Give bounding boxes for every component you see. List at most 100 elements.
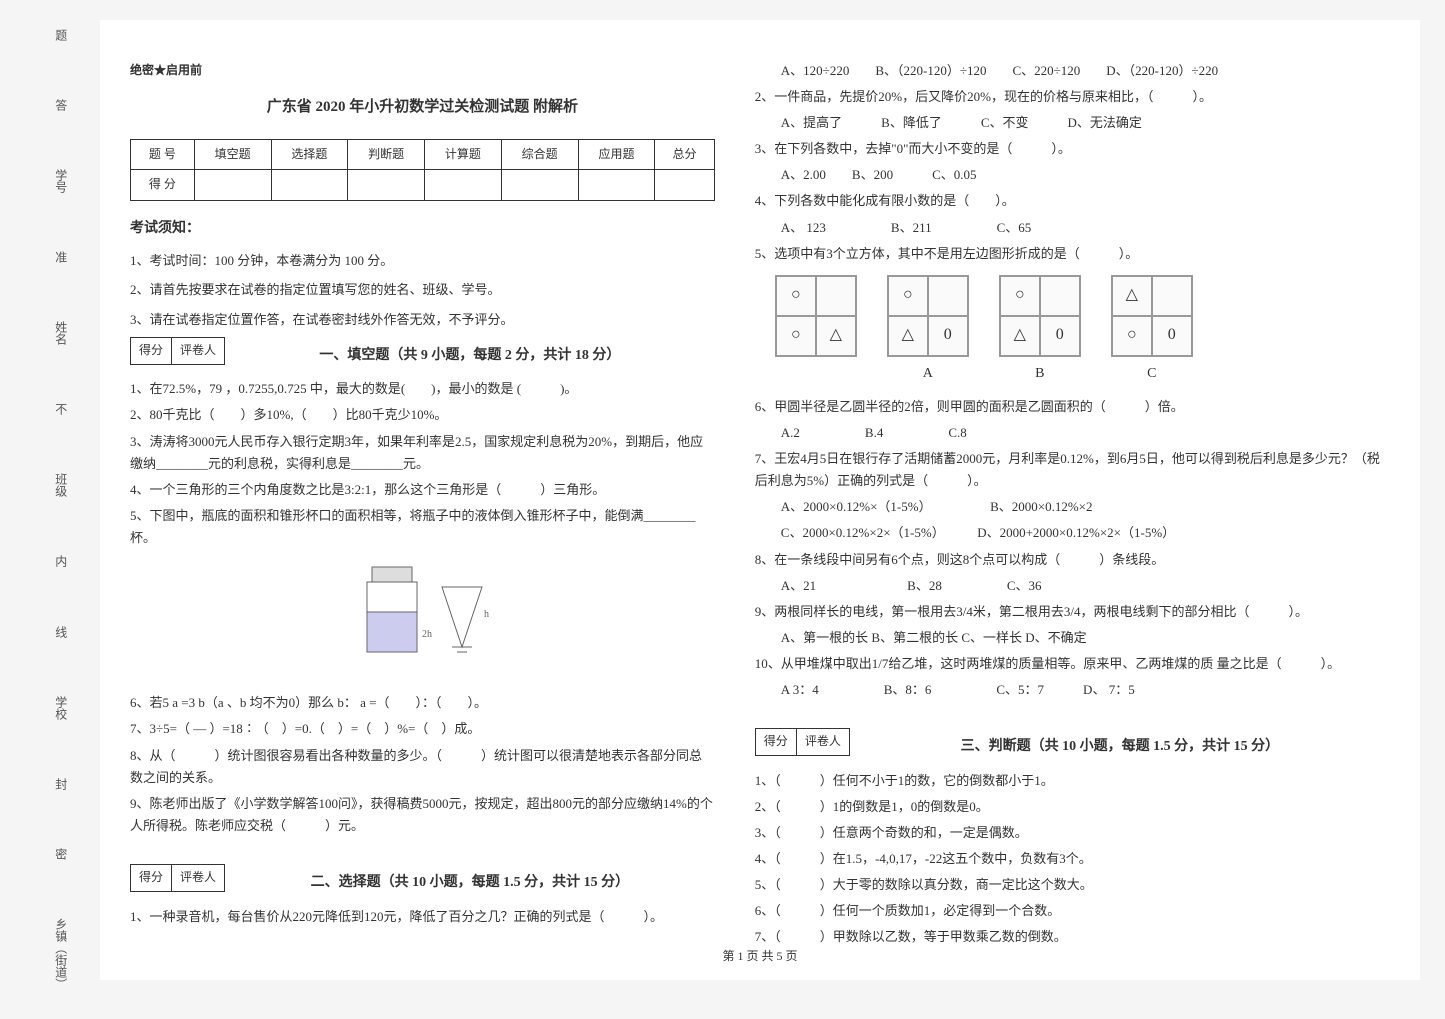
cube-face: ○ [776,276,816,316]
score-box: 得分评卷人 [755,728,850,756]
score-cell: 得分 [131,338,172,364]
cube-label-a: A [923,361,933,386]
cube-face [1152,276,1192,316]
cube-face: 0 [1152,316,1192,356]
cube-face: ○ [1112,316,1152,356]
score-cell: 得分 [131,865,172,891]
grader-cell: 评卷人 [172,865,224,891]
q2-6-opts: A.2 B.4 C.8 [755,422,1390,444]
q2-10-opts: A 3：4 B、8：6 C、5：7 D、 7：5 [755,679,1390,701]
q2-5: 5、选项中有3个立方体，其中不是用左边图形折成的是（ ）。 [755,243,1390,265]
q2-1-opts: A、120÷220 B、（220-120）÷120 C、220÷120 D、（2… [755,60,1390,82]
cube-option-c: △ ○ 0 C [1111,275,1193,386]
table-header: 判断题 [348,139,425,170]
q2-7-opts-b: C、2000×0.12%×2×（1-5%） D、2000+2000×0.12%×… [755,522,1390,544]
q2-2-opts: A、提高了 B、降低了 C、不变 D、无法确定 [755,112,1390,134]
cube-face: ○ [776,316,816,356]
notice-title: 考试须知： [130,216,715,241]
table-row-label: 得 分 [131,170,195,201]
table-header: 总分 [655,139,714,170]
cube-face: △ [1000,316,1040,356]
cube-unfold: ○ ○ △ [775,275,857,386]
cube-face [928,276,968,316]
table-header: 题 号 [131,139,195,170]
sidebar-label: 不 [49,395,71,423]
table-header: 综合题 [501,139,578,170]
q3-7: 7、（ ）甲数除以乙数，等于甲数乘乙数的倒数。 [755,926,1390,948]
q2-6: 6、甲圆半径是乙圆半径的2倍，则甲圆的面积是乙圆面积的（ ）倍。 [755,396,1390,418]
q1-7: 7、3÷5=（ — ）=18∶（ ）=0.（ ）=（ ）%=（ ）成。 [130,718,715,740]
q2-4-opts: A、 123 B、211 C、65 [755,217,1390,239]
q1-8: 8、从（ ）统计图很容易看出各种数量的多少。（ ）统计图可以很清楚地表示各部分同… [130,745,715,789]
notice-item: 2、请首先按要求在试卷的指定位置填写您的姓名、班级、学号。 [130,278,715,301]
cube-label-c: C [1147,361,1156,386]
grader-cell: 评卷人 [172,338,224,364]
q2-9: 9、两根同样长的电线，第一根用去3/4米，第二根用去3/4，两根电线剩下的部分相… [755,601,1390,623]
q2-8-opts: A、21 B、28 C、36 [755,575,1390,597]
section2-title: 二、选择题（共 10 小题，每题 1.5 分，共计 15 分） [225,870,715,895]
grader-cell: 评卷人 [797,729,849,755]
q1-5: 5、下图中，瓶底的面积和锥形杯口的面积相等，将瓶子中的液体倒入锥形杯子中，能倒满… [130,505,715,549]
page-number: 第 1 页 共 5 页 [722,946,797,968]
bottle-figure: 2h h [130,557,715,684]
q3-3: 3、（ ）任意两个奇数的和，一定是偶数。 [755,822,1390,844]
table-header: 应用题 [578,139,655,170]
sidebar-label: 准 [49,243,71,271]
q3-4: 4、（ ）在1.5，-4,0,17，-22这五个数中，负数有3个。 [755,848,1390,870]
q1-1: 1、在72.5%，79 ，0.7255,0.725 中，最大的数是( )，最小的… [130,378,715,400]
q2-2: 2、一件商品，先提价20%，后又降价20%，现在的价格与原来相比，（ ）。 [755,86,1390,108]
q2-7-opts-a: A、2000×0.12%×（1-5%） B、2000×0.12%×2 [755,496,1390,518]
q2-4: 4、下列各数中能化成有限小数的是（ ）。 [755,190,1390,212]
score-cell: 得分 [756,729,797,755]
q1-6: 6、若5 a =3 b（a 、b 均不为0）那么 b： a =（ ）：（ ）。 [130,692,715,714]
cube-option-b: ○ △ 0 B [999,275,1081,386]
cube-face: △ [888,316,928,356]
cube-face: △ [1112,276,1152,316]
table-header: 填空题 [194,139,271,170]
confidential-mark: 绝密★启用前 [130,60,715,82]
sidebar-label: 封 [49,770,71,798]
q2-3-opts: A、2.00 B、200 C、0.05 [755,164,1390,186]
q2-8: 8、在一条线段中间另有6个点，则这8个点可以构成（ ）条线段。 [755,549,1390,571]
cube-face: ○ [888,276,928,316]
cube-face: 0 [1040,316,1080,356]
q2-3: 3、在下列各数中，去掉"0"而大小不变的是（ ）。 [755,138,1390,160]
sidebar-label: 姓名 [49,313,71,353]
binding-sidebar: 题 答 学号 准 姓名 不 班级 内 线 学校 封 密 乡镇（街道） [20,0,100,1019]
sidebar-label: 答 [49,91,71,119]
cube-figure-row: ○ ○ △ ○ △ 0 A ○ △ [755,275,1390,386]
table-header: 计算题 [425,139,502,170]
q2-7: 7、王宏4月5日在银行存了活期储蓄2000元，月利率是0.12%，到6月5日，他… [755,448,1390,492]
q3-5: 5、（ ）大于零的数除以真分数，商一定比这个数大。 [755,874,1390,896]
bottle-cone-icon: 2h h [352,557,492,677]
q1-2: 2、80千克比（ ）多10%,（ ）比80千克少10%。 [130,404,715,426]
table-cell [578,170,655,201]
sidebar-label: 题 [49,21,71,49]
exam-title: 广东省 2020 年小升初数学过关检测试题 附解析 [130,94,715,121]
right-column: A、120÷220 B、（220-120）÷120 C、220÷120 D、（2… [735,60,1390,940]
q1-4: 4、一个三角形的三个内角度数之比是3:2:1，那么这个三角形是（ ）三角形。 [130,479,715,501]
svg-text:2h: 2h [422,629,432,640]
q1-9: 9、陈老师出版了《小学数学解答100问》，获得稿费5000元，按规定，超出800… [130,793,715,837]
q3-1: 1、（ ）任何不小于1的数，它的倒数都小于1。 [755,770,1390,792]
cube-face [816,276,856,316]
table-cell [655,170,714,201]
left-column: 绝密★启用前 广东省 2020 年小升初数学过关检测试题 附解析 题 号 填空题… [130,60,735,940]
sidebar-label: 密 [49,840,71,868]
notice-item: 3、请在试卷指定位置作答，在试卷密封线外作答无效，不予评分。 [130,308,715,331]
sidebar-label: 班级 [49,465,71,505]
cube-face [1040,276,1080,316]
q2-9-opts: A、第一根的长 B、第二根的长 C、一样长 D、不确定 [755,627,1390,649]
cube-face: ○ [1000,276,1040,316]
score-table: 题 号 填空题 选择题 判断题 计算题 综合题 应用题 总分 得 分 [130,139,715,201]
sidebar-label: 学号 [49,161,71,201]
sidebar-label: 学校 [49,688,71,728]
sidebar-label: 内 [49,547,71,575]
cube-face: △ [816,316,856,356]
cube-label-b: B [1035,361,1044,386]
sidebar-label: 线 [49,618,71,646]
svg-text:h: h [484,609,489,620]
score-box: 得分评卷人 [130,864,225,892]
table-header: 选择题 [271,139,348,170]
table-cell [501,170,578,201]
